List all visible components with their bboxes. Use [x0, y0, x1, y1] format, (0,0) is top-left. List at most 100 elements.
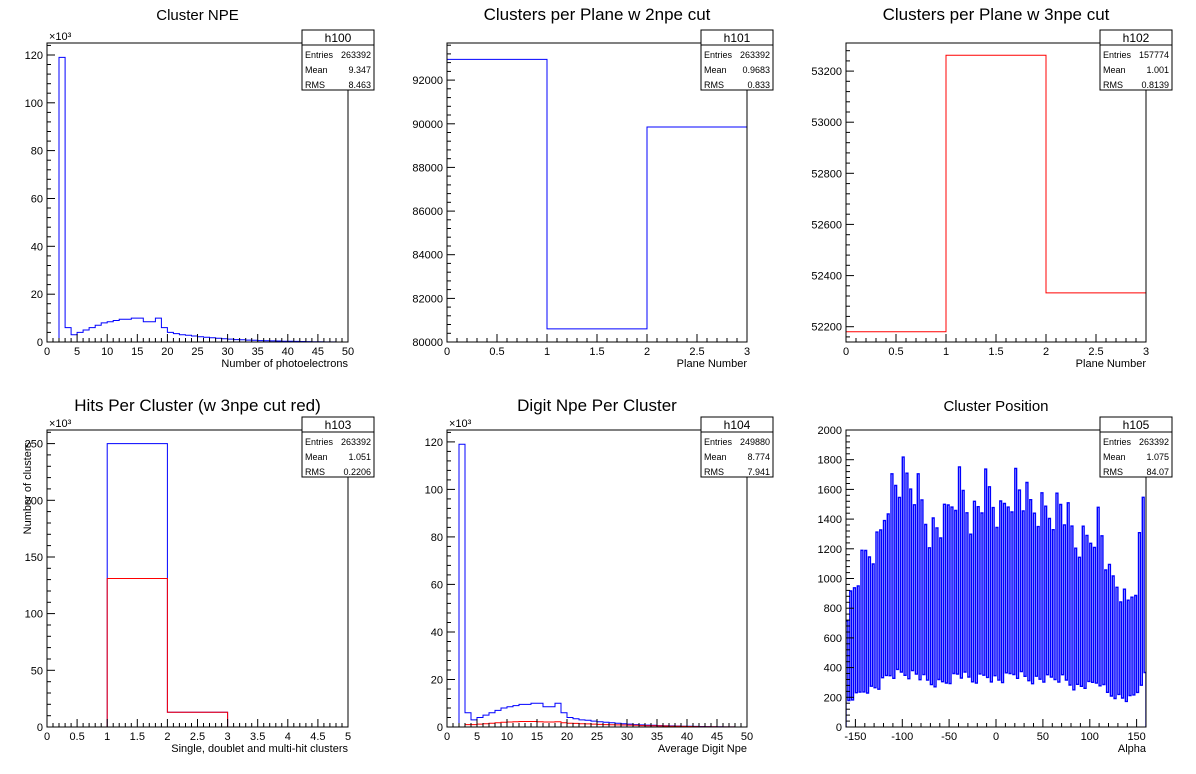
y-tick-label: 1000 [818, 574, 842, 586]
chart-title: Digit Npe Per Cluster [517, 396, 677, 415]
y-tick-label: 82000 [412, 293, 443, 305]
x-tick-label: 15 [531, 731, 543, 743]
series-group [447, 443, 747, 727]
x-tick-label: 25 [591, 731, 603, 743]
x-tick-label: 2 [164, 731, 170, 743]
y-tick-label: 20 [31, 289, 43, 301]
stats-key-mean: Mean [1103, 65, 1126, 75]
y-tick-label: 50 [31, 665, 43, 677]
stats-key-rms: RMS [1103, 467, 1123, 477]
stats-key-entries: Entries [704, 50, 733, 60]
stats-name: h103 [325, 418, 352, 432]
y-axis-label: Number of clusters [22, 442, 34, 535]
x-tick-label: 10 [501, 731, 513, 743]
x-axis-label: Plane Number [1076, 358, 1147, 370]
x-tick-label: 1.5 [589, 346, 604, 358]
chart-title: Hits Per Cluster (w 3npe cut red) [74, 396, 321, 415]
series-group [47, 443, 348, 727]
x-tick-label: 30 [221, 346, 233, 358]
y-tick-label: 100 [25, 609, 43, 621]
stats-key-entries: Entries [1103, 50, 1132, 60]
x-tick-label: 150 [1127, 731, 1145, 743]
x-tick-label: 5 [345, 731, 351, 743]
x-tick-label: 0 [44, 346, 50, 358]
stats-value-mean: 1.051 [348, 452, 371, 462]
x-tick-label: 40 [681, 731, 693, 743]
stats-value-rms: 8.463 [348, 80, 371, 90]
y-tick-label: 60 [431, 579, 443, 591]
stats-value-entries: 263392 [1139, 437, 1169, 447]
histogram-series-1 [447, 443, 747, 727]
stats-key-entries: Entries [1103, 437, 1132, 447]
x-tick-label: 35 [651, 731, 663, 743]
x-tick-label: 1 [544, 346, 550, 358]
stats-box-frame [301, 416, 375, 478]
x-tick-label: 45 [711, 731, 723, 743]
y-tick-label: 600 [824, 633, 842, 645]
y-tick-label: 92000 [412, 75, 443, 87]
plot-panel-6: Cluster Position -150 -100 -50 0 50 100 150 0 200… [818, 398, 1173, 755]
stats-value-mean: 1.001 [1146, 65, 1169, 75]
stats-value-entries: 263392 [341, 437, 371, 447]
stats-key-entries: Entries [704, 437, 733, 447]
x-tick-label: 15 [131, 346, 143, 358]
stats-value-rms: 0.833 [747, 80, 770, 90]
y-tick-label: 80000 [412, 337, 443, 349]
y-tick-label: 88000 [412, 162, 443, 174]
stats-key-rms: RMS [305, 80, 325, 90]
x-tick-label: 0.5 [69, 731, 84, 743]
y-exponent-label: ×10³ [49, 31, 72, 43]
stats-box-frame [700, 29, 774, 91]
x-tick-label: -50 [941, 731, 957, 743]
y-tick-label: 40 [31, 241, 43, 253]
histogram-series-2 [47, 578, 348, 727]
x-tick-label: 5 [74, 346, 80, 358]
x-tick-label: 4 [285, 731, 291, 743]
x-tick-label: 2.5 [689, 346, 704, 358]
y-tick-label: 1800 [818, 455, 842, 467]
plot-panel-4: Hits Per Cluster (w 3npe cut red) 0 0.5 1 1.… [22, 396, 375, 755]
stats-key-rms: RMS [704, 80, 724, 90]
y-tick-label: 40 [431, 627, 443, 639]
x-tick-label: 2 [1043, 346, 1049, 358]
x-tick-label: 50 [1037, 731, 1049, 743]
x-tick-label: 2 [644, 346, 650, 358]
stats-key-rms: RMS [305, 467, 325, 477]
x-tick-label: 0 [993, 731, 999, 743]
stats-key-rms: RMS [704, 467, 724, 477]
x-tick-label: 1.5 [988, 346, 1003, 358]
stats-value-mean: 8.774 [747, 452, 770, 462]
x-axis-label: Plane Number [677, 358, 748, 370]
y-tick-label: 150 [25, 552, 43, 564]
x-tick-label: 40 [282, 346, 294, 358]
stats-value-rms: 0.2206 [343, 467, 371, 477]
stats-box-frame [1099, 29, 1173, 91]
stats-key-rms: RMS [1103, 80, 1123, 90]
x-tick-label: 0.5 [489, 346, 504, 358]
y-tick-label: 52800 [811, 168, 842, 180]
y-exponent-label: ×10³ [49, 418, 72, 430]
plot-panel-1: Cluster NPE 0 5 10 15 20 25 30 35 40 45 50 0 20 40 60 80… [25, 7, 375, 370]
x-tick-label: 0 [44, 731, 50, 743]
x-axis-label: Average Digit Npe [658, 743, 747, 755]
series-group [447, 58, 747, 342]
histogram-series-1 [47, 443, 348, 727]
histogram-series-1 [447, 58, 747, 342]
y-tick-label: 0 [37, 337, 43, 349]
plot-panel-3: Clusters per Plane w 3npe cut 0 0.5 1 1.5 2 2.… [811, 5, 1173, 370]
stats-key-mean: Mean [305, 452, 328, 462]
stats-box: h105 Entries 263392 Mean 1.075 RMS 84.07 [1099, 416, 1173, 478]
stats-value-mean: 0.9683 [742, 65, 770, 75]
histogram-series-1 [846, 456, 1146, 727]
x-tick-label: 50 [342, 346, 354, 358]
stats-name: h104 [724, 418, 751, 432]
x-tick-label: 1 [104, 731, 110, 743]
y-tick-label: 52600 [811, 219, 842, 231]
stats-value-entries: 249880 [740, 437, 770, 447]
y-tick-label: 1200 [818, 544, 842, 556]
stats-name: h105 [1123, 418, 1150, 432]
stats-name: h100 [325, 31, 352, 45]
x-tick-label: 4.5 [310, 731, 325, 743]
stats-key-entries: Entries [305, 437, 334, 447]
